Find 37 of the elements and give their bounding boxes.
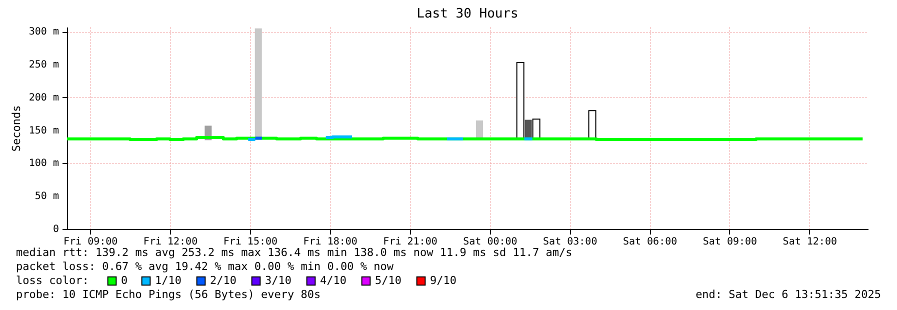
- bar: [524, 120, 532, 139]
- x-tick-label: Fri 12:00: [143, 236, 198, 248]
- bar: [588, 110, 596, 140]
- legend-label: 4/10: [320, 274, 346, 287]
- bar: [476, 120, 483, 139]
- y-tick-label: 50 m: [34, 191, 59, 202]
- text: probe: 10 ICMP Echo Pings (56 Bytes) every 80s: [16, 288, 321, 301]
- y-axis-title: Seconds: [10, 105, 23, 152]
- x-tick-label: Sat 03:00: [543, 236, 598, 248]
- x-tick-label: Sat 06:00: [622, 236, 678, 248]
- bar: [532, 118, 540, 140]
- x-tick-label: Fri 09:00: [63, 236, 118, 248]
- y-tick-label: 200 m: [28, 92, 59, 104]
- x-tick-label: Sat 09:00: [702, 236, 758, 248]
- chart-title: Last 30 Hours: [416, 6, 518, 22]
- legend-label: 3/10: [265, 274, 292, 287]
- legend-label: 0: [121, 274, 128, 287]
- x-tick-label: Fri 15:00: [223, 236, 278, 248]
- x-tick-label: Sat 00:00: [463, 236, 518, 248]
- legend-label: 9/10: [430, 274, 456, 287]
- y-tick-label: 150 m: [28, 125, 59, 136]
- y-tick-label: 100 m: [28, 158, 59, 170]
- x-tick-label: Fri 21:00: [383, 236, 438, 248]
- text: end: Sat Dec 6 13:51:35 2025: [696, 288, 881, 301]
- x-tick-label: Fri 18:00: [303, 236, 358, 248]
- legend-label: 5/10: [375, 274, 402, 287]
- legend-title: loss color:: [16, 274, 89, 287]
- legend-label: 1/10: [155, 274, 182, 287]
- text: packet loss: 0.67 % avg 19.42 % max 0.00 % min 0.00 % now: [16, 260, 394, 273]
- bar: [516, 62, 524, 140]
- y-tick-label: 300 m: [28, 26, 59, 38]
- legend-label: 2/10: [210, 274, 236, 287]
- bar: [254, 28, 262, 139]
- x-tick-label: Sat 12:00: [782, 236, 837, 248]
- y-tick-label: 250 m: [28, 60, 59, 71]
- text: median rtt: 139.2 ms avg 253.2 ms max 136.4 ms min 138.0 ms now 11.9 ms sd 11.7 am/s: [16, 246, 572, 259]
- y-tick-label: 0: [52, 224, 59, 235]
